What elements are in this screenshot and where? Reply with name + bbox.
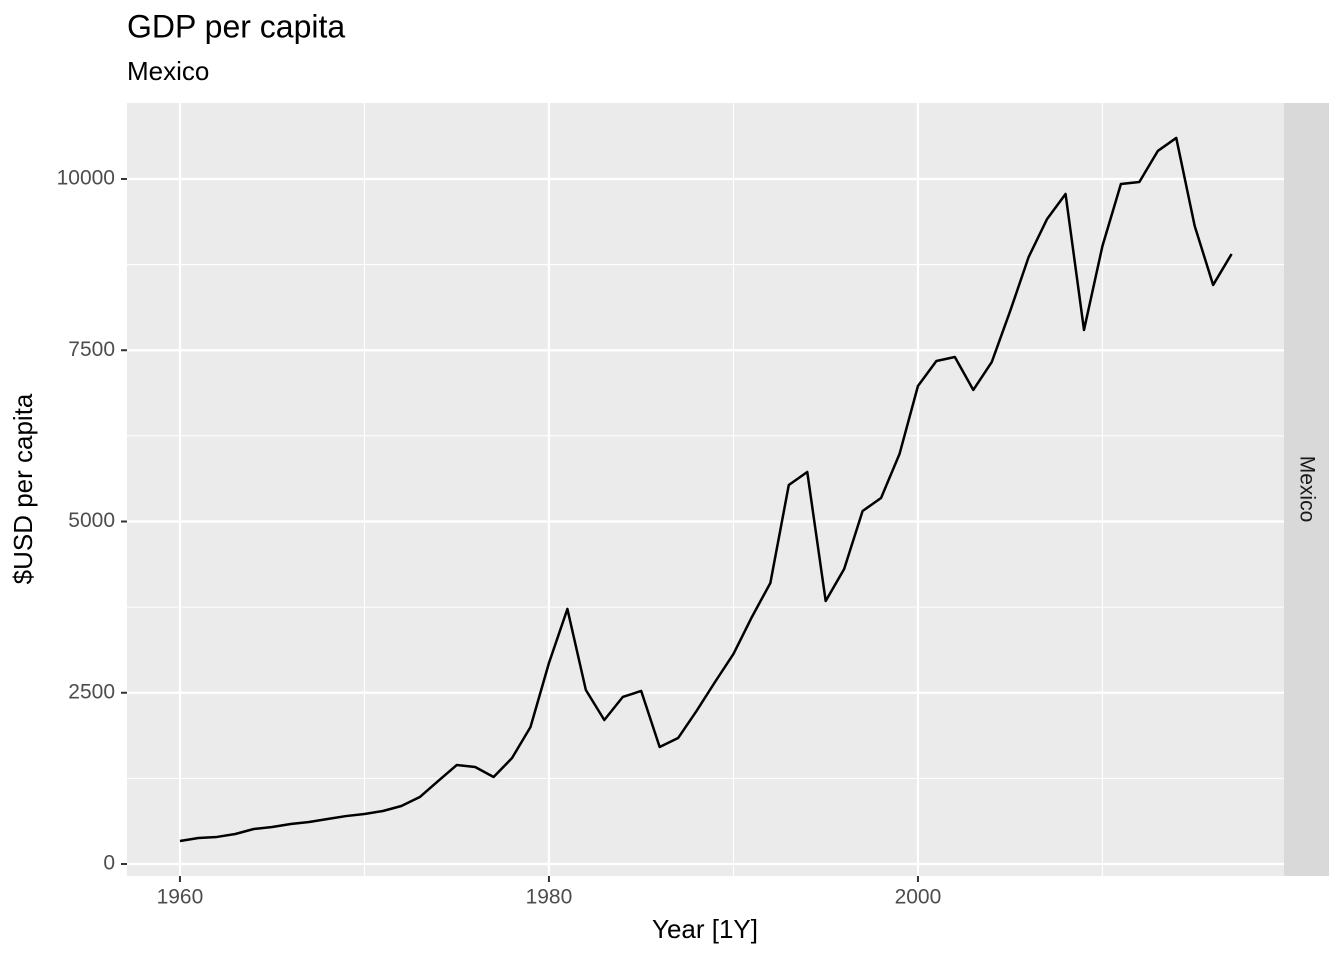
x-axis-label: Year [1Y]	[652, 914, 758, 944]
y-tick-label: 2500	[68, 680, 115, 703]
x-tick-label: 2000	[895, 886, 942, 909]
line	[179, 136, 1233, 843]
x-tick-label: 1980	[526, 886, 573, 909]
facet-strip	[1284, 103, 1329, 876]
y-tick-label: 10000	[57, 167, 115, 190]
chart-subtitle: Mexico	[127, 56, 209, 86]
panel	[127, 103, 1284, 876]
x-tick-label: 1960	[157, 886, 204, 909]
y-tick-label: 0	[103, 852, 115, 875]
y-axis-label: $USD per capita	[8, 393, 38, 584]
facet-label: Mexico	[1295, 456, 1318, 523]
y-tick-label: 5000	[68, 509, 115, 532]
chart-title: GDP per capita	[127, 8, 345, 44]
y-tick-label: 7500	[68, 338, 115, 361]
